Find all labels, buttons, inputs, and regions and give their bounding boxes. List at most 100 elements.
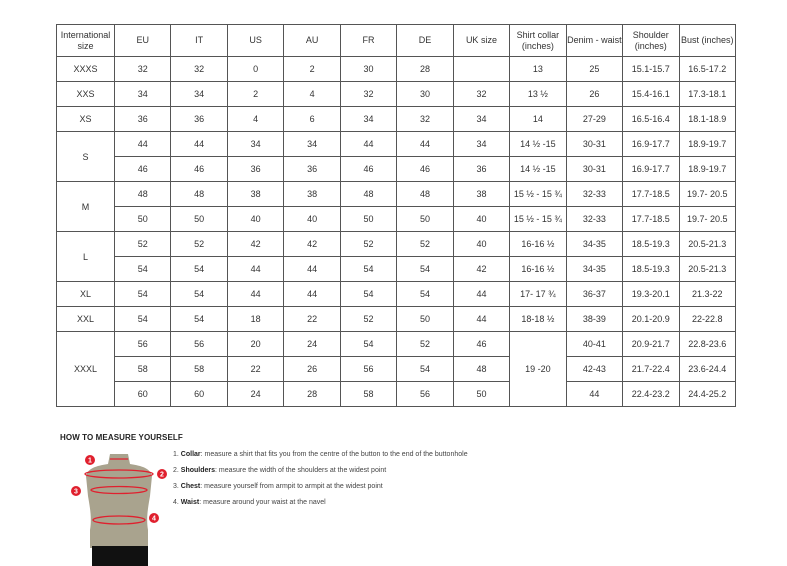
table-cell: 48 bbox=[170, 181, 228, 207]
table-cell: 44 bbox=[339, 131, 398, 157]
table-cell: 44 bbox=[283, 281, 341, 307]
table-row: S 44 44 34 34 44 44 34 14 ½ -15 30-31 16.9-17.7 18.… bbox=[56, 131, 737, 182]
table-cell: 16.5-16.4 bbox=[622, 106, 680, 132]
column-header: IT bbox=[170, 24, 228, 57]
table-cell: 0 bbox=[226, 56, 285, 82]
table-cell: 40 bbox=[283, 206, 341, 232]
table-cell: 58 bbox=[170, 356, 228, 382]
table-cell: 50 bbox=[113, 206, 172, 232]
table-cell: 38 bbox=[283, 181, 341, 207]
table-cell: 44 bbox=[226, 281, 285, 307]
table-cell: 54 bbox=[170, 306, 228, 332]
table-cell: 22 bbox=[283, 306, 341, 332]
table-cell: 34 bbox=[170, 81, 228, 107]
table-cell: 50 bbox=[396, 306, 454, 332]
table-cell: 4 bbox=[226, 106, 285, 132]
table-cell: 44 bbox=[283, 256, 341, 282]
guide-title: HOW TO MEASURE YOURSELF bbox=[60, 433, 183, 442]
table-cell: S bbox=[56, 131, 115, 182]
table-cell: 13 bbox=[509, 56, 567, 82]
table-cell: 54 bbox=[396, 356, 454, 382]
table-cell: 36 bbox=[226, 156, 285, 182]
table-cell: 19 -20 bbox=[509, 331, 567, 407]
column-header: UK size bbox=[452, 24, 511, 57]
table-cell: 18-18 ½ bbox=[509, 306, 567, 332]
table-cell: 18.9-19.7 bbox=[678, 156, 737, 182]
table-cell: 36 bbox=[170, 106, 228, 132]
table-cell: 44 bbox=[113, 131, 172, 157]
table-cell: 34-35 bbox=[565, 256, 624, 282]
table-cell: 15.4-16.1 bbox=[622, 81, 680, 107]
table-cell: 56 bbox=[113, 331, 172, 357]
table-row: XXXL 56 56 20 24 54 52 46 19 -20 40-41 20.9-21.7 22… bbox=[56, 331, 737, 407]
table-row: L 52 52 42 42 52 52 40 16-16 ½ 34-35 18.5-19.3 20.5… bbox=[56, 231, 737, 282]
table-cell: 50 bbox=[339, 206, 398, 232]
torso-measurement-figure: 1 2 3 4 bbox=[71, 454, 167, 566]
table-cell: 6 bbox=[283, 106, 341, 132]
table-cell: 46 bbox=[170, 156, 228, 182]
table-cell: L bbox=[56, 231, 115, 282]
table-cell: 48 bbox=[339, 181, 398, 207]
table-cell: 60 bbox=[113, 381, 172, 407]
table-cell: 26 bbox=[283, 356, 341, 382]
table-cell: 14 bbox=[509, 106, 567, 132]
table-cell: 46 bbox=[339, 156, 398, 182]
table-cell: 54 bbox=[339, 281, 398, 307]
table-cell: 48 bbox=[452, 356, 511, 382]
table-cell: 34 bbox=[339, 106, 398, 132]
table-cell: 44 bbox=[565, 381, 624, 407]
table-cell: 34-35 bbox=[565, 231, 624, 257]
table-cell: 23.6-24.4 bbox=[678, 356, 737, 382]
table-cell: 16.5-17.2 bbox=[678, 56, 737, 82]
table-cell: XXS bbox=[56, 81, 115, 107]
table-cell: 2 bbox=[226, 81, 285, 107]
table-cell: 24 bbox=[283, 331, 341, 357]
table-row: 50 50 40 40 50 50 40 15 ½ - 15 ¾ 32-33 17.7-18.5 1… bbox=[57, 206, 737, 232]
measure-steps: 1. Collar: measure a shirt that fits you… bbox=[173, 451, 468, 515]
table-cell: 44 bbox=[396, 131, 454, 157]
table-cell: 56 bbox=[339, 356, 398, 382]
table-cell: 40 bbox=[452, 206, 511, 232]
table-cell: 26 bbox=[565, 81, 624, 107]
table-cell: 32-33 bbox=[565, 181, 624, 207]
table-cell: 19.3-20.1 bbox=[622, 281, 680, 307]
table-cell: 14 ½ -15 bbox=[509, 156, 567, 182]
table-cell: 52 bbox=[339, 306, 398, 332]
table-cell: 20.5-21.3 bbox=[678, 231, 737, 257]
table-cell: 19.7- 20.5 bbox=[678, 206, 737, 232]
marker-1: 1 bbox=[88, 458, 92, 465]
column-header: DE bbox=[396, 24, 454, 57]
table-cell: 40 bbox=[226, 206, 285, 232]
table-cell: 20 bbox=[226, 331, 285, 357]
column-header: US bbox=[226, 24, 285, 57]
table-cell: 16.9-17.7 bbox=[622, 131, 680, 157]
table-cell: 36 bbox=[452, 156, 511, 182]
table-row: M 48 48 38 38 48 48 38 15 ½ - 15 ¾ 32-33 17.7-18.5… bbox=[56, 181, 737, 232]
header-row: International size EU IT US AU FR DE UK size Shi… bbox=[56, 24, 737, 57]
column-header: Denim - waist bbox=[565, 24, 624, 57]
table-cell: 36 bbox=[113, 106, 172, 132]
table-cell: 32 bbox=[113, 56, 172, 82]
table-cell: 56 bbox=[396, 381, 454, 407]
table-cell: 44 bbox=[452, 281, 511, 307]
table-row: 60 60 24 28 58 56 50 44 22.4-23.2 24.4-25.2 bbox=[57, 381, 737, 407]
table-cell: 30-31 bbox=[565, 131, 624, 157]
table-cell: 34 bbox=[283, 131, 341, 157]
table-cell: 38 bbox=[226, 181, 285, 207]
table-cell: 27-29 bbox=[565, 106, 624, 132]
table-cell: 52 bbox=[396, 331, 454, 357]
column-header: Shoulder (inches) bbox=[622, 24, 680, 57]
table-cell: 34 bbox=[452, 131, 511, 157]
table-cell: 15 ½ - 15 ¾ bbox=[509, 206, 567, 232]
table-cell: 36 bbox=[283, 156, 341, 182]
table-cell: 32-33 bbox=[565, 206, 624, 232]
table-cell: 16.9-17.7 bbox=[622, 156, 680, 182]
table-cell: 28 bbox=[396, 56, 454, 82]
table-cell: 54 bbox=[339, 331, 398, 357]
table-cell: 32 bbox=[170, 56, 228, 82]
column-header: AU bbox=[283, 24, 341, 57]
column-header: Shirt collar (inches) bbox=[509, 24, 567, 57]
table-row: XL 54 54 44 44 54 54 44 17- 17 ¾ 36-37 19.3-20.1 21… bbox=[56, 281, 737, 307]
table-row: XXS 34 34 2 4 32 30 32 13 ½ 26 15.4-16.1 17.3-18.1 bbox=[56, 81, 737, 107]
table-cell: 48 bbox=[396, 181, 454, 207]
